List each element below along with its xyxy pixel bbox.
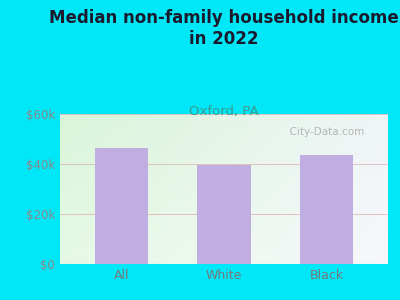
Text: Oxford, PA: Oxford, PA xyxy=(189,105,259,118)
Text: Median non-family household income
in 2022: Median non-family household income in 20… xyxy=(49,9,399,48)
Text: City-Data.com: City-Data.com xyxy=(283,127,364,137)
Bar xyxy=(197,165,251,264)
Bar xyxy=(300,155,353,264)
Bar xyxy=(95,148,148,264)
